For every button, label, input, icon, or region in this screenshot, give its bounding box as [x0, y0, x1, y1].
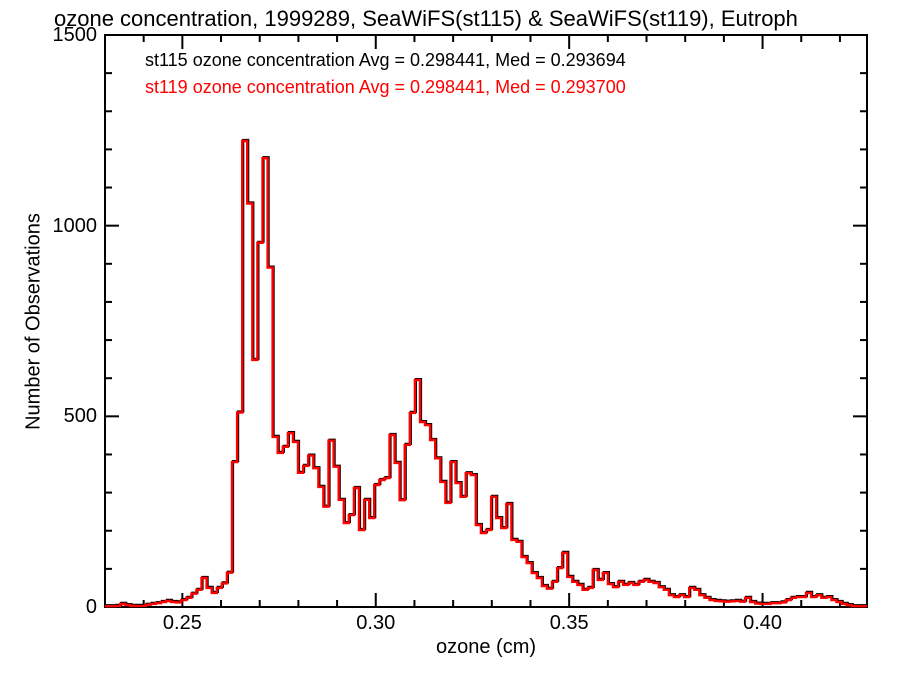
histogram-series-st115 — [106, 138, 868, 607]
x-axis-title: ozone (cm) — [435, 636, 537, 658]
legend-line-st115: st115 ozone concentration Avg = 0.298441… — [145, 50, 626, 70]
plot-frame — [104, 34, 868, 608]
x-tick-label: 0.25 — [162, 612, 202, 634]
y-tick-label: 0 — [85, 596, 97, 618]
x-tick-label: 0.30 — [356, 612, 396, 634]
x-tick-label: 0.35 — [549, 612, 589, 634]
histogram-series-st119 — [105, 139, 867, 608]
page-title: ozone concentration, 1999289, SeaWiFS(st… — [54, 6, 798, 31]
y-tick-label: 1000 — [52, 214, 98, 237]
x-tick-label: 0.40 — [743, 612, 783, 634]
legend-line-st119: st119 ozone concentration Avg = 0.298441… — [145, 77, 626, 97]
y-tick-label: 1500 — [52, 24, 98, 46]
y-tick-label: 500 — [63, 405, 97, 428]
